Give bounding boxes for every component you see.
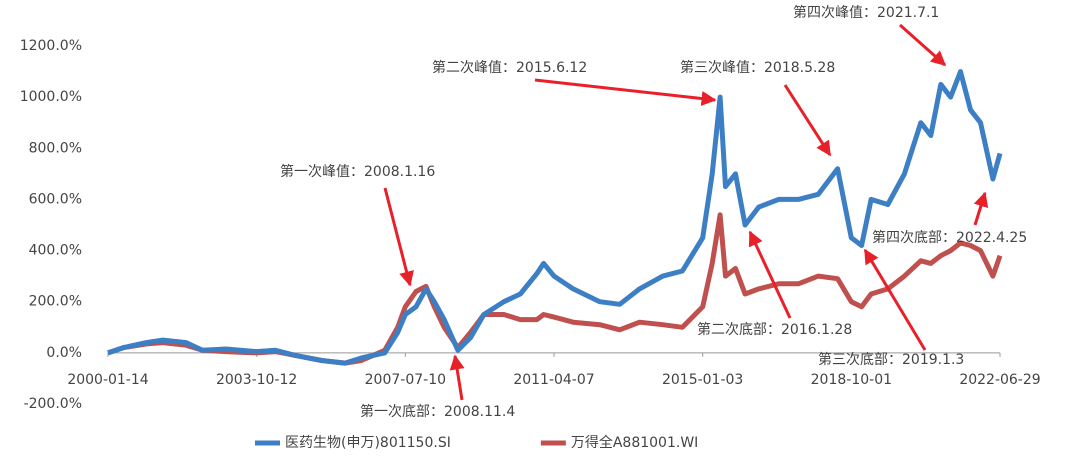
y-tick-label: -200.0% xyxy=(24,396,82,412)
annotation-arrow xyxy=(899,23,947,67)
annotation-arrow xyxy=(383,187,414,287)
x-tick-label: 2015-01-03 xyxy=(662,372,743,388)
x-tick-label: 2011-04-07 xyxy=(513,372,594,388)
x-tick-label: 2000-01-14 xyxy=(67,372,148,388)
annotation: 第二次峰值：2015.6.12 xyxy=(432,59,587,76)
y-tick-label: 800.0% xyxy=(29,140,82,156)
legend-label: 医药生物(申万)801150.SI xyxy=(285,435,451,451)
annotation: 第一次峰值：2008.1.16 xyxy=(280,163,435,180)
annotation: 第三次底部：2019.1.3 xyxy=(818,351,964,368)
y-tick-label: 400.0% xyxy=(29,243,82,259)
annotation: 第一次底部：2008.11.4 xyxy=(360,403,515,420)
series-line xyxy=(107,69,1003,366)
annotation: 第四次底部：2022.4.25 xyxy=(872,229,1027,246)
y-tick-label: 600.0% xyxy=(29,191,82,207)
annotation-arrow xyxy=(449,354,465,401)
y-tick-label: 1000.0% xyxy=(20,89,82,105)
annotation-arrow xyxy=(863,248,927,351)
x-tick-label: 2003-10-12 xyxy=(216,372,297,388)
legend-label: 万得全A881001.WI xyxy=(571,434,698,451)
x-tick-label: 2022-06-29 xyxy=(959,372,1040,388)
annotation-arrow xyxy=(534,78,717,106)
annotation: 第三次峰值：2018.5.28 xyxy=(680,59,835,76)
annotation-arrow xyxy=(973,191,989,226)
x-tick-label: 2018-10-01 xyxy=(811,372,892,388)
series-line xyxy=(107,212,1003,366)
annotation: 第四次峰值：2021.7.1 xyxy=(793,4,939,21)
y-tick-label: 1200.0% xyxy=(20,38,82,54)
annotation-arrow xyxy=(748,230,792,319)
annotation-arrow xyxy=(783,84,832,157)
x-tick-label: 2007-07-10 xyxy=(365,372,446,388)
y-tick-label: 0.0% xyxy=(46,345,82,361)
annotation: 第二次底部：2016.1.28 xyxy=(697,321,852,338)
y-tick-label: 200.0% xyxy=(29,294,82,310)
